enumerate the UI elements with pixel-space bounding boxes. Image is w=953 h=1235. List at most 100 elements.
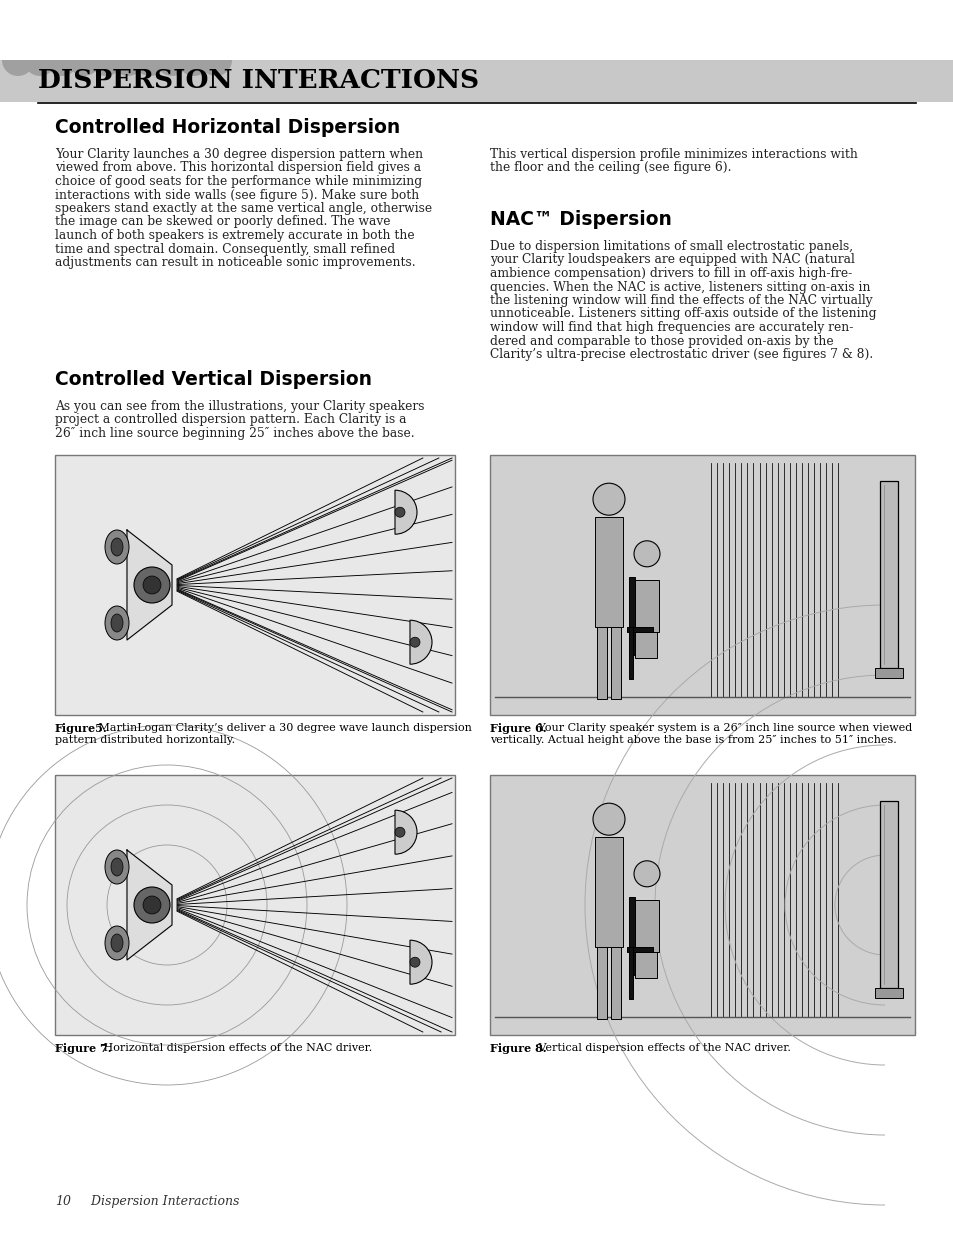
Wedge shape: [395, 810, 416, 855]
Wedge shape: [156, 61, 188, 77]
Text: your Clarity loudspeakers are equipped with NAC (natural: your Clarity loudspeakers are equipped w…: [490, 253, 854, 267]
Circle shape: [634, 541, 659, 567]
Ellipse shape: [105, 606, 129, 640]
Bar: [626, 946, 652, 952]
Text: pattern distributed horizontally.: pattern distributed horizontally.: [55, 735, 234, 745]
Text: dered and comparable to those provided on-axis by the: dered and comparable to those provided o…: [490, 335, 833, 347]
Text: choice of good seats for the performance while minimizing: choice of good seats for the performance…: [55, 175, 421, 188]
Bar: [597, 946, 606, 1019]
Text: launch of both speakers is extremely accurate in both the: launch of both speakers is extremely acc…: [55, 228, 415, 242]
Circle shape: [410, 957, 419, 967]
Text: the listening window will find the effects of the NAC virtually: the listening window will find the effec…: [490, 294, 872, 308]
Text: vertically. Actual height above the base is from 25″ inches to 51″ inches.: vertically. Actual height above the base…: [490, 735, 896, 745]
Circle shape: [634, 861, 659, 887]
Bar: [55, 454, 455, 715]
Wedge shape: [200, 61, 232, 77]
Bar: [628, 897, 635, 976]
Wedge shape: [133, 61, 166, 77]
Ellipse shape: [105, 530, 129, 564]
Text: 26″ inch line source beginning 25″ inches above the base.: 26″ inch line source beginning 25″ inche…: [55, 427, 415, 440]
Bar: [626, 626, 652, 631]
Circle shape: [593, 803, 624, 835]
Text: project a controlled dispersion pattern. Each Clarity is a: project a controlled dispersion pattern.…: [55, 414, 406, 426]
Bar: [635, 952, 657, 978]
Bar: [597, 626, 606, 699]
Text: speakers stand exactly at the same vertical angle, otherwise: speakers stand exactly at the same verti…: [55, 203, 432, 215]
Text: Your Clarity speaker system is a 26″ inch line source when viewed: Your Clarity speaker system is a 26″ inc…: [534, 722, 911, 734]
Text: viewed from above. This horizontal dispersion field gives a: viewed from above. This horizontal dispe…: [55, 162, 420, 174]
Bar: [490, 776, 914, 1035]
Ellipse shape: [111, 538, 123, 556]
Text: Figure 6.: Figure 6.: [490, 722, 546, 734]
Text: NAC™ Dispersion: NAC™ Dispersion: [490, 210, 671, 228]
Wedge shape: [68, 61, 100, 77]
Bar: [55, 776, 455, 1035]
Circle shape: [395, 508, 405, 517]
Circle shape: [143, 897, 161, 914]
Bar: [595, 837, 622, 946]
Text: Figure 8.: Figure 8.: [490, 1044, 546, 1053]
Wedge shape: [410, 620, 432, 664]
Wedge shape: [90, 61, 122, 77]
Polygon shape: [127, 530, 172, 640]
Ellipse shape: [105, 850, 129, 884]
Ellipse shape: [111, 614, 123, 632]
Text: interactions with side walls (see figure 5). Make sure both: interactions with side walls (see figure…: [55, 189, 418, 201]
Text: DISPERSION INTERACTIONS: DISPERSION INTERACTIONS: [38, 68, 478, 93]
Circle shape: [133, 887, 170, 923]
Wedge shape: [112, 61, 144, 77]
Text: This vertical dispersion profile minimizes interactions with: This vertical dispersion profile minimiz…: [490, 148, 857, 161]
Circle shape: [133, 567, 170, 603]
Text: 10: 10: [55, 1195, 71, 1208]
Text: the floor and the ceiling (see figure 6).: the floor and the ceiling (see figure 6)…: [490, 162, 731, 174]
Bar: [635, 579, 659, 632]
Bar: [628, 577, 635, 656]
Bar: [874, 988, 902, 998]
Bar: [610, 946, 620, 1019]
Bar: [610, 626, 620, 699]
Text: Horizontal dispersion effects of the NAC driver.: Horizontal dispersion effects of the NAC…: [99, 1044, 372, 1053]
Text: window will find that high frequencies are accurately ren-: window will find that high frequencies a…: [490, 321, 853, 333]
Circle shape: [395, 827, 405, 837]
Text: ambience compensation) drivers to fill in off-axis high-fre-: ambience compensation) drivers to fill i…: [490, 267, 851, 280]
Text: Vertical dispersion effects of the NAC driver.: Vertical dispersion effects of the NAC d…: [534, 1044, 790, 1053]
Circle shape: [410, 637, 419, 647]
Text: unnoticeable. Listeners sitting off-axis outside of the listening: unnoticeable. Listeners sitting off-axis…: [490, 308, 876, 321]
Ellipse shape: [111, 934, 123, 952]
Text: Due to dispersion limitations of small electrostatic panels,: Due to dispersion limitations of small e…: [490, 240, 852, 253]
Text: quencies. When the NAC is active, listeners sitting on-axis in: quencies. When the NAC is active, listen…: [490, 280, 869, 294]
Circle shape: [143, 576, 161, 594]
Bar: [595, 517, 622, 626]
Text: Figure 7.: Figure 7.: [55, 1044, 112, 1053]
Wedge shape: [410, 940, 432, 984]
Circle shape: [593, 483, 624, 515]
Ellipse shape: [111, 858, 123, 876]
Text: Controlled Vertical Dispersion: Controlled Vertical Dispersion: [55, 370, 372, 389]
Text: adjustments can result in noticeable sonic improvements.: adjustments can result in noticeable son…: [55, 256, 416, 269]
Wedge shape: [24, 61, 56, 77]
Polygon shape: [127, 850, 172, 960]
Bar: [628, 946, 633, 999]
Bar: [879, 480, 897, 668]
Wedge shape: [46, 61, 78, 77]
Text: time and spectral domain. Consequently, small refined: time and spectral domain. Consequently, …: [55, 242, 395, 256]
Bar: [635, 900, 659, 952]
Bar: [628, 626, 633, 678]
Text: MartinLogan Clarity’s deliver a 30 degree wave launch dispersion: MartinLogan Clarity’s deliver a 30 degre…: [94, 722, 471, 734]
Text: Figure5.: Figure5.: [55, 722, 108, 734]
Wedge shape: [178, 61, 210, 77]
Bar: [874, 668, 902, 678]
Bar: [635, 632, 657, 658]
Wedge shape: [2, 61, 34, 77]
Wedge shape: [395, 490, 416, 535]
Bar: [879, 802, 897, 988]
Text: Your Clarity launches a 30 degree dispersion pattern when: Your Clarity launches a 30 degree disper…: [55, 148, 423, 161]
Bar: [490, 454, 914, 715]
Text: the image can be skewed or poorly defined. The wave: the image can be skewed or poorly define…: [55, 215, 390, 228]
Text: Clarity’s ultra-precise electrostatic driver (see figures 7 & 8).: Clarity’s ultra-precise electrostatic dr…: [490, 348, 872, 361]
Bar: [0, 61, 953, 103]
Ellipse shape: [105, 926, 129, 960]
Text: As you can see from the illustrations, your Clarity speakers: As you can see from the illustrations, y…: [55, 400, 424, 412]
Text: Dispersion Interactions: Dispersion Interactions: [75, 1195, 239, 1208]
Text: Controlled Horizontal Dispersion: Controlled Horizontal Dispersion: [55, 119, 400, 137]
